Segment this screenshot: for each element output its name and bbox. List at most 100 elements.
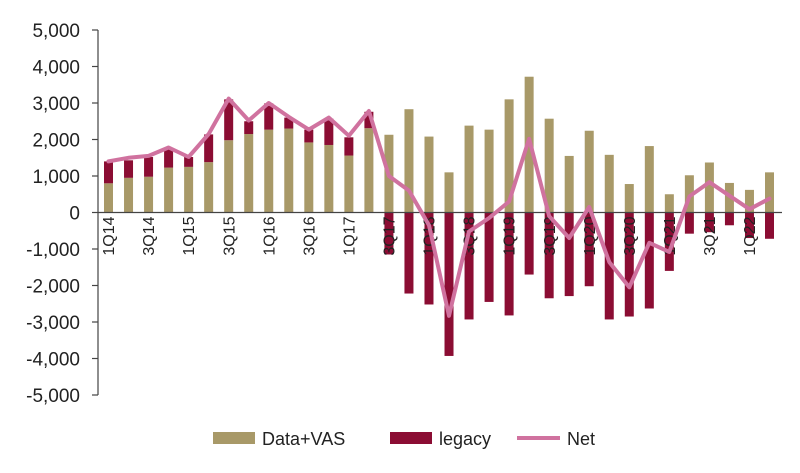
bars bbox=[104, 76, 774, 356]
legend-item-data-vas: Data+VAS bbox=[213, 429, 345, 449]
bar-legacy bbox=[264, 103, 274, 130]
y-tick-label: 5,000 bbox=[32, 21, 80, 42]
bar-data-vas bbox=[304, 142, 314, 213]
bar-data-vas bbox=[144, 176, 154, 213]
bar-legacy bbox=[684, 212, 694, 234]
bar-legacy bbox=[404, 212, 414, 294]
legend-label-data-vas: Data+VAS bbox=[262, 429, 345, 449]
bar-data-vas bbox=[284, 128, 294, 213]
bar-data-vas bbox=[204, 162, 214, 213]
bar-data-vas bbox=[404, 109, 414, 213]
bar-legacy bbox=[604, 212, 614, 320]
bar-legacy bbox=[324, 118, 334, 145]
y-tick-label: -5,000 bbox=[26, 386, 80, 407]
bar-data-vas bbox=[104, 183, 113, 213]
net-line bbox=[106, 96, 772, 318]
bar-legacy bbox=[444, 212, 454, 356]
bar-data-vas bbox=[344, 155, 354, 213]
x-tick-label: 3Q15 bbox=[221, 216, 238, 255]
bar-legacy bbox=[364, 111, 374, 129]
y-tick-label: 2,000 bbox=[32, 131, 80, 152]
bar-data-vas bbox=[364, 128, 374, 213]
y-tick-label: 3,000 bbox=[32, 94, 80, 115]
y-tick-label: -4,000 bbox=[26, 350, 80, 371]
bar-legacy bbox=[504, 212, 514, 316]
x-tick-label: 3Q17 bbox=[382, 216, 399, 255]
bar-legacy bbox=[564, 212, 574, 297]
bar-legacy bbox=[664, 212, 674, 271]
x-tick-label: 1Q19 bbox=[502, 216, 519, 255]
bar-data-vas bbox=[324, 144, 334, 213]
bar-legacy bbox=[144, 157, 154, 177]
bar-data-vas bbox=[184, 166, 194, 213]
bar-legacy bbox=[244, 121, 254, 135]
x-tick-label: 1Q16 bbox=[261, 216, 278, 255]
bar-data-vas bbox=[624, 184, 634, 213]
legend-swatch-legacy bbox=[390, 432, 432, 444]
bar-data-vas bbox=[244, 134, 254, 213]
bar-legacy bbox=[424, 212, 434, 305]
bar-data-vas bbox=[124, 177, 134, 213]
legend: Data+VAS legacy Net bbox=[213, 429, 595, 449]
bar-legacy bbox=[524, 212, 534, 275]
bar-data-vas bbox=[544, 118, 554, 213]
bar-legacy bbox=[544, 212, 554, 299]
bar-data-vas bbox=[684, 175, 694, 213]
x-tick-label: 3Q16 bbox=[301, 216, 318, 255]
bar-legacy bbox=[344, 137, 354, 156]
x-tick-label: 1Q17 bbox=[341, 216, 358, 255]
bar-data-vas bbox=[224, 140, 234, 213]
bar-legacy bbox=[184, 157, 194, 167]
bar-legacy bbox=[304, 129, 314, 143]
y-tick-label: -2,000 bbox=[26, 277, 80, 298]
bar-data-vas bbox=[704, 162, 714, 213]
bar-legacy bbox=[124, 160, 134, 178]
x-tick-label: 1Q21 bbox=[662, 216, 679, 255]
bar-legacy bbox=[224, 99, 234, 141]
x-tick-label: 3Q20 bbox=[622, 216, 639, 255]
x-tick-label: 1Q22 bbox=[742, 216, 759, 255]
x-tick-label: 3Q19 bbox=[542, 216, 559, 255]
y-tick-label: 4,000 bbox=[32, 58, 80, 79]
bar-legacy bbox=[704, 212, 714, 233]
bar-data-vas bbox=[444, 172, 454, 213]
bar-data-vas bbox=[765, 172, 774, 213]
bar-legacy bbox=[464, 212, 474, 320]
bar-data-vas bbox=[584, 130, 594, 213]
x-tick-label: 1Q14 bbox=[101, 216, 118, 255]
y-tick-label: -3,000 bbox=[26, 313, 80, 334]
bar-data-vas bbox=[504, 99, 514, 213]
x-axis-ticks: 1Q14 3Q14 1Q15 3Q15 1Q16 3Q16 1Q17 3Q17 1Q18 3Q18… bbox=[101, 216, 759, 255]
x-tick-label: 3Q14 bbox=[141, 216, 158, 255]
legend-label-net: Net bbox=[567, 429, 595, 449]
bar-legacy bbox=[284, 117, 294, 129]
bar-data-vas bbox=[604, 154, 614, 213]
bar-legacy bbox=[644, 212, 654, 309]
y-axis-ticks: -5,000 -4,000 -3,000 -2,000 -1,000 0 1,000 2,00… bbox=[26, 21, 98, 407]
bar-data-vas bbox=[664, 194, 674, 213]
legend-item-net: Net bbox=[517, 429, 595, 449]
bar-data-vas bbox=[744, 189, 754, 213]
legend-swatch-data-vas bbox=[213, 432, 255, 444]
bar-legacy bbox=[584, 212, 594, 287]
legend-item-legacy: legacy bbox=[390, 429, 491, 449]
bar-legacy bbox=[164, 147, 174, 168]
bar-legacy bbox=[204, 134, 214, 163]
bar-legacy bbox=[384, 212, 394, 255]
bar-data-vas bbox=[484, 129, 494, 213]
y-tick-label: -1,000 bbox=[26, 240, 80, 261]
bar-legacy bbox=[744, 212, 754, 239]
bar-data-vas bbox=[564, 155, 574, 213]
bar-data-vas bbox=[264, 129, 274, 213]
y-tick-label: 1,000 bbox=[32, 167, 80, 188]
bar-legacy bbox=[104, 161, 113, 184]
bar-data-vas bbox=[644, 146, 654, 213]
bar-legacy bbox=[624, 212, 634, 317]
bar-legacy bbox=[765, 212, 774, 239]
bar-data-vas bbox=[464, 125, 474, 213]
x-tick-label: 3Q21 bbox=[702, 216, 719, 255]
bar-legacy bbox=[484, 212, 494, 302]
y-tick-label: 0 bbox=[69, 204, 80, 225]
net-line-group bbox=[106, 96, 772, 318]
